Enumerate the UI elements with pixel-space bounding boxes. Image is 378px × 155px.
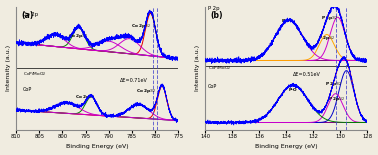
Text: P 2p: P 2p bbox=[208, 6, 219, 11]
X-axis label: Binding Energy (eV): Binding Energy (eV) bbox=[255, 144, 318, 149]
Text: CoP/MoO$_2$: CoP/MoO$_2$ bbox=[208, 64, 231, 72]
Text: (a): (a) bbox=[21, 11, 33, 20]
Text: (b): (b) bbox=[210, 11, 223, 20]
Text: Co 2p$_{1/2}$: Co 2p$_{1/2}$ bbox=[75, 93, 96, 101]
Text: P-O: P-O bbox=[289, 88, 297, 92]
Text: CoP: CoP bbox=[208, 84, 217, 89]
Text: P 2p$_{1/2}$: P 2p$_{1/2}$ bbox=[327, 95, 345, 103]
Y-axis label: Intensity (a.u.): Intensity (a.u.) bbox=[195, 45, 200, 91]
Text: Co 2p$_{1/2}$: Co 2p$_{1/2}$ bbox=[68, 32, 89, 40]
X-axis label: Binding Energy (eV): Binding Energy (eV) bbox=[66, 144, 129, 149]
Text: P 2p$_{3/2}$: P 2p$_{3/2}$ bbox=[325, 80, 342, 88]
Text: P 2p$_{1/2}$: P 2p$_{1/2}$ bbox=[318, 34, 336, 42]
Y-axis label: Intensity (a.u.): Intensity (a.u.) bbox=[6, 45, 11, 91]
Text: P-O: P-O bbox=[282, 19, 291, 22]
Text: CoP: CoP bbox=[23, 87, 32, 92]
Text: ΔE=0.51eV: ΔE=0.51eV bbox=[293, 72, 321, 77]
Text: CoP/MoO$_2$: CoP/MoO$_2$ bbox=[23, 70, 46, 78]
Text: P 2p$_{3/2}$: P 2p$_{3/2}$ bbox=[321, 14, 338, 22]
Text: Co 2p$_{3/2}$: Co 2p$_{3/2}$ bbox=[136, 87, 156, 95]
Text: Co 2p$_{3/2}$: Co 2p$_{3/2}$ bbox=[131, 22, 152, 30]
Text: Co 2p: Co 2p bbox=[23, 11, 38, 17]
Text: ΔE=0.71eV: ΔE=0.71eV bbox=[121, 78, 148, 83]
